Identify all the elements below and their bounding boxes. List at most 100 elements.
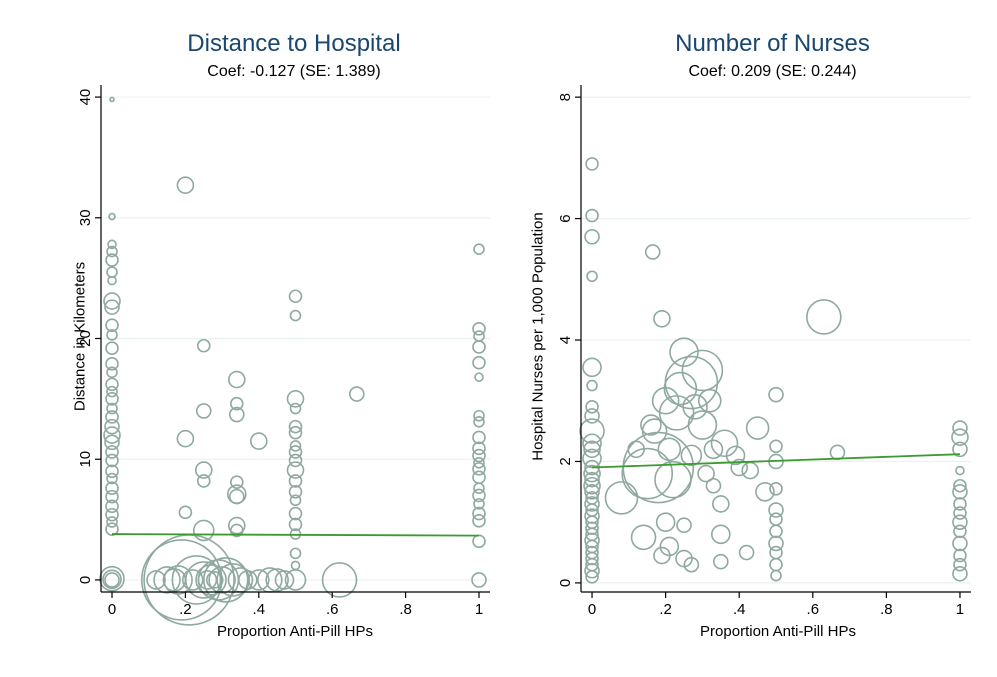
scatter-point — [473, 457, 485, 469]
scatter-point — [953, 557, 967, 572]
scatter-point — [769, 512, 783, 526]
scatter-point — [106, 402, 118, 415]
scatter-point — [288, 453, 303, 468]
scatter-point — [952, 514, 968, 530]
scatter-point — [176, 176, 195, 194]
scatter-point — [106, 329, 118, 341]
scatter-point — [288, 517, 303, 532]
scatter-point — [102, 569, 122, 590]
scatter-point — [952, 565, 968, 582]
fit-line — [112, 533, 479, 537]
scatter-point — [585, 570, 599, 584]
scatter-point — [769, 439, 783, 454]
scatter-point — [163, 565, 193, 595]
scatter-point — [105, 453, 119, 468]
scatter-point — [473, 498, 485, 510]
scatter-point — [953, 524, 967, 539]
scatter-point — [953, 506, 967, 520]
scatter-point — [229, 396, 244, 411]
x-tick-label: 0 — [108, 601, 116, 618]
y-tick-label: 30 — [77, 209, 94, 226]
scatter-point — [583, 476, 601, 495]
scatter-point — [582, 433, 602, 454]
scatter-point — [288, 445, 303, 459]
scatter-point — [290, 560, 301, 571]
scatter-point — [195, 564, 227, 596]
scatter-point — [197, 570, 218, 590]
scatter-point — [697, 388, 722, 413]
scatter-point — [711, 524, 731, 545]
scatter-point — [681, 349, 724, 392]
scatter-point — [205, 571, 224, 589]
scatter-point — [745, 416, 770, 440]
scatter-point — [103, 426, 121, 444]
scatter-point — [265, 568, 289, 592]
y-tick-label: 8 — [557, 93, 574, 101]
scatter-point — [472, 430, 486, 445]
scatter-point — [288, 289, 303, 304]
chart-subtitle: Coef: 0.209 (SE: 0.244) — [688, 63, 857, 80]
scatter-point — [171, 555, 222, 605]
scatter-point — [582, 357, 602, 378]
scatter-point — [768, 502, 784, 518]
scatter-point — [584, 496, 600, 512]
scatter-point — [472, 462, 486, 476]
scatter-point — [289, 547, 302, 560]
scatter-point — [237, 570, 258, 590]
scatter-point — [289, 402, 302, 415]
x-axis-label: Proportion Anti-Pill HPs — [700, 623, 856, 640]
scatter-point — [104, 418, 120, 435]
scatter-point — [657, 437, 682, 462]
scatter-point — [741, 461, 760, 480]
scatter-point — [585, 157, 599, 171]
scatter-point — [194, 461, 213, 479]
scatter-point — [176, 429, 195, 448]
scatter-point — [584, 228, 600, 245]
y-tick-label: 40 — [77, 89, 94, 106]
scatter-point — [106, 385, 118, 398]
scatter-point — [586, 379, 598, 392]
scatter-point — [472, 470, 486, 485]
scatter-point — [288, 419, 303, 434]
scatter-points — [99, 96, 487, 626]
scatter-point — [472, 322, 486, 336]
panel-distance-to-hospital: Distance to Hospital Coef: -0.127 (SE: 1… — [0, 0, 498, 677]
scatter-point — [604, 481, 639, 515]
y-tick-label: 0 — [77, 576, 94, 584]
scatter-point — [952, 535, 968, 552]
panel-number-of-nurses: Number of Nurses Coef: 0.209 (SE: 0.244)… — [498, 0, 997, 677]
scatter-point — [474, 372, 484, 382]
scatter-point — [227, 516, 246, 535]
scatter-point — [104, 572, 120, 588]
scatter-point — [105, 253, 119, 267]
y-axis-label: Distance in Kilometers — [71, 261, 89, 412]
scatter-point — [105, 464, 119, 479]
scatter-point — [953, 478, 967, 493]
scatter-point — [697, 464, 715, 483]
scatter-point — [472, 448, 486, 463]
scatter-point — [153, 566, 181, 594]
scatter-point — [584, 408, 600, 424]
scatter-point — [228, 406, 245, 423]
scatter-point — [289, 309, 302, 322]
scatter-point — [178, 505, 193, 520]
x-tick-label: .8 — [399, 601, 412, 618]
scatter-point — [104, 299, 120, 315]
scatter-point — [621, 447, 674, 500]
x-tick-label: .2 — [179, 601, 192, 618]
scatter-point — [274, 570, 295, 590]
scatter-point — [769, 481, 783, 496]
scatter-point — [952, 420, 968, 436]
scatter-point — [184, 561, 223, 599]
scatter-point — [192, 519, 215, 542]
scatter-point — [105, 377, 119, 392]
scatter-point — [653, 309, 671, 328]
scatter-point — [473, 409, 485, 422]
scatter-point — [770, 569, 782, 582]
x-tick-label: .6 — [326, 601, 339, 618]
scatter-point — [806, 299, 842, 335]
scatter-point — [473, 243, 485, 255]
scatter-point — [584, 562, 600, 579]
scatter-point — [473, 330, 485, 342]
